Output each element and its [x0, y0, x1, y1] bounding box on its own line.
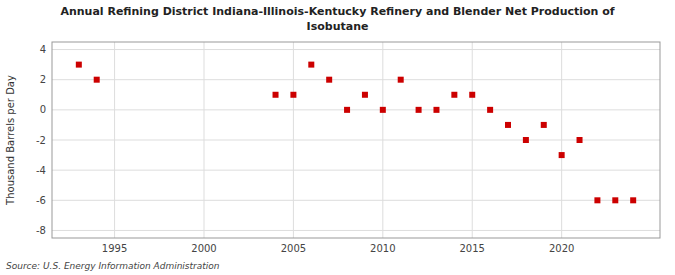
x-tick-label: 2015 [460, 243, 485, 254]
grid [52, 42, 660, 238]
y-tick-label: -8 [36, 225, 46, 236]
y-axis-label: Thousand Barrels per Day [5, 75, 16, 206]
y-grid-line [52, 170, 660, 171]
y-grid-line [52, 230, 660, 231]
point [469, 92, 475, 98]
x-grid-line [382, 42, 383, 238]
points [76, 62, 636, 204]
point [290, 92, 296, 98]
x-grid-line [114, 42, 115, 238]
point [398, 77, 404, 83]
point [451, 92, 457, 98]
point [594, 197, 600, 203]
point [577, 137, 583, 143]
title: Annual Refining District Indiana-Illinoi… [60, 5, 614, 18]
y-grid-line [52, 49, 660, 50]
x-grid-line [204, 42, 205, 238]
plot-frame [52, 42, 660, 238]
y-tick-label: -4 [36, 165, 46, 176]
chart-container: Annual Refining District Indiana-Illinoi… [0, 0, 675, 275]
point [612, 197, 618, 203]
x-tick-label: 2005 [281, 243, 306, 254]
point [416, 107, 422, 113]
point [523, 137, 529, 143]
point [559, 152, 565, 158]
point [94, 77, 100, 83]
point [380, 107, 386, 113]
point [505, 122, 511, 128]
x-tick-label: 1995 [102, 243, 127, 254]
point [326, 77, 332, 83]
point [362, 92, 368, 98]
point [76, 62, 82, 68]
point [344, 107, 350, 113]
y-grid-line [52, 140, 660, 141]
x-tick-label: 2000 [191, 243, 216, 254]
y-tick-label: -6 [36, 195, 46, 206]
subtitle: Isobutane [307, 20, 369, 33]
point [433, 107, 439, 113]
point [541, 122, 547, 128]
y-grid-line [52, 200, 660, 201]
y-tick-label: 4 [40, 44, 46, 55]
y-grid-line [52, 79, 660, 80]
y-tick-label: 0 [40, 104, 46, 115]
source-note: Source: U.S. Energy Information Administ… [6, 261, 220, 271]
point [630, 197, 636, 203]
x-grid-line [472, 42, 473, 238]
point [308, 62, 314, 68]
x-tick-label: 2020 [549, 243, 574, 254]
point [273, 92, 279, 98]
y-tick-label: -2 [36, 135, 46, 146]
chart-svg: Annual Refining District Indiana-Illinoi… [0, 0, 675, 275]
x-tick-label: 2010 [370, 243, 395, 254]
x-grid-line [293, 42, 294, 238]
y-grid-line [52, 109, 660, 110]
y-tick-label: 2 [40, 74, 46, 85]
point [487, 107, 493, 113]
x-grid-line [561, 42, 562, 238]
